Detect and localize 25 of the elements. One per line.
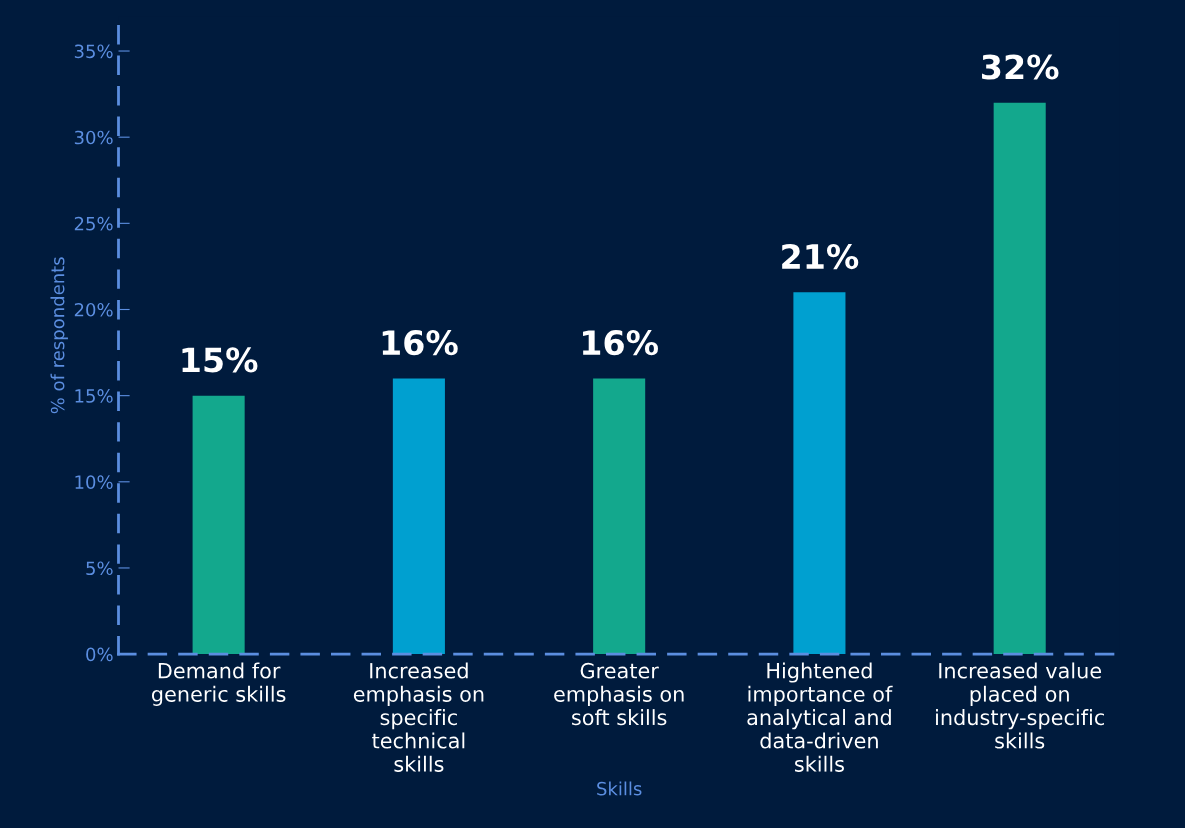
x-tick-label: Increased value placed on industry-specific skills	[936, 662, 1104, 749]
y-tick-label: 35%	[74, 44, 113, 59]
y-tick-label: 10%	[75, 475, 113, 489]
y-tick-label: 20%	[74, 302, 113, 317]
data-label: 32%	[982, 54, 1059, 80]
y-tick-label: 5%	[86, 561, 113, 576]
data-label: 21%	[782, 243, 859, 270]
bar	[993, 102, 1046, 655]
bar	[793, 292, 846, 655]
x-tick-label: Greater emphasis on soft skills	[554, 662, 684, 726]
x-tick-label: Demand for generic skills	[151, 662, 286, 706]
data-label: 16%	[583, 330, 658, 356]
y-tick-label: 15%	[75, 389, 113, 403]
x-tick-label: Increased emphasis on specific technical skills	[353, 662, 484, 772]
bar	[392, 378, 445, 655]
x-tick-label: Hightened importance of analytical and data-driven skills	[747, 662, 893, 772]
bar	[593, 378, 646, 655]
data-label: 16%	[382, 330, 458, 356]
y-tick-label: 30%	[74, 130, 113, 145]
y-axis-title: % of respondents	[50, 257, 68, 414]
x-axis-title: Skills	[597, 781, 642, 796]
data-label: 15%	[182, 347, 258, 373]
y-tick-label: 0%	[86, 647, 113, 662]
bar	[192, 395, 245, 655]
y-tick-label: 25%	[74, 216, 113, 231]
